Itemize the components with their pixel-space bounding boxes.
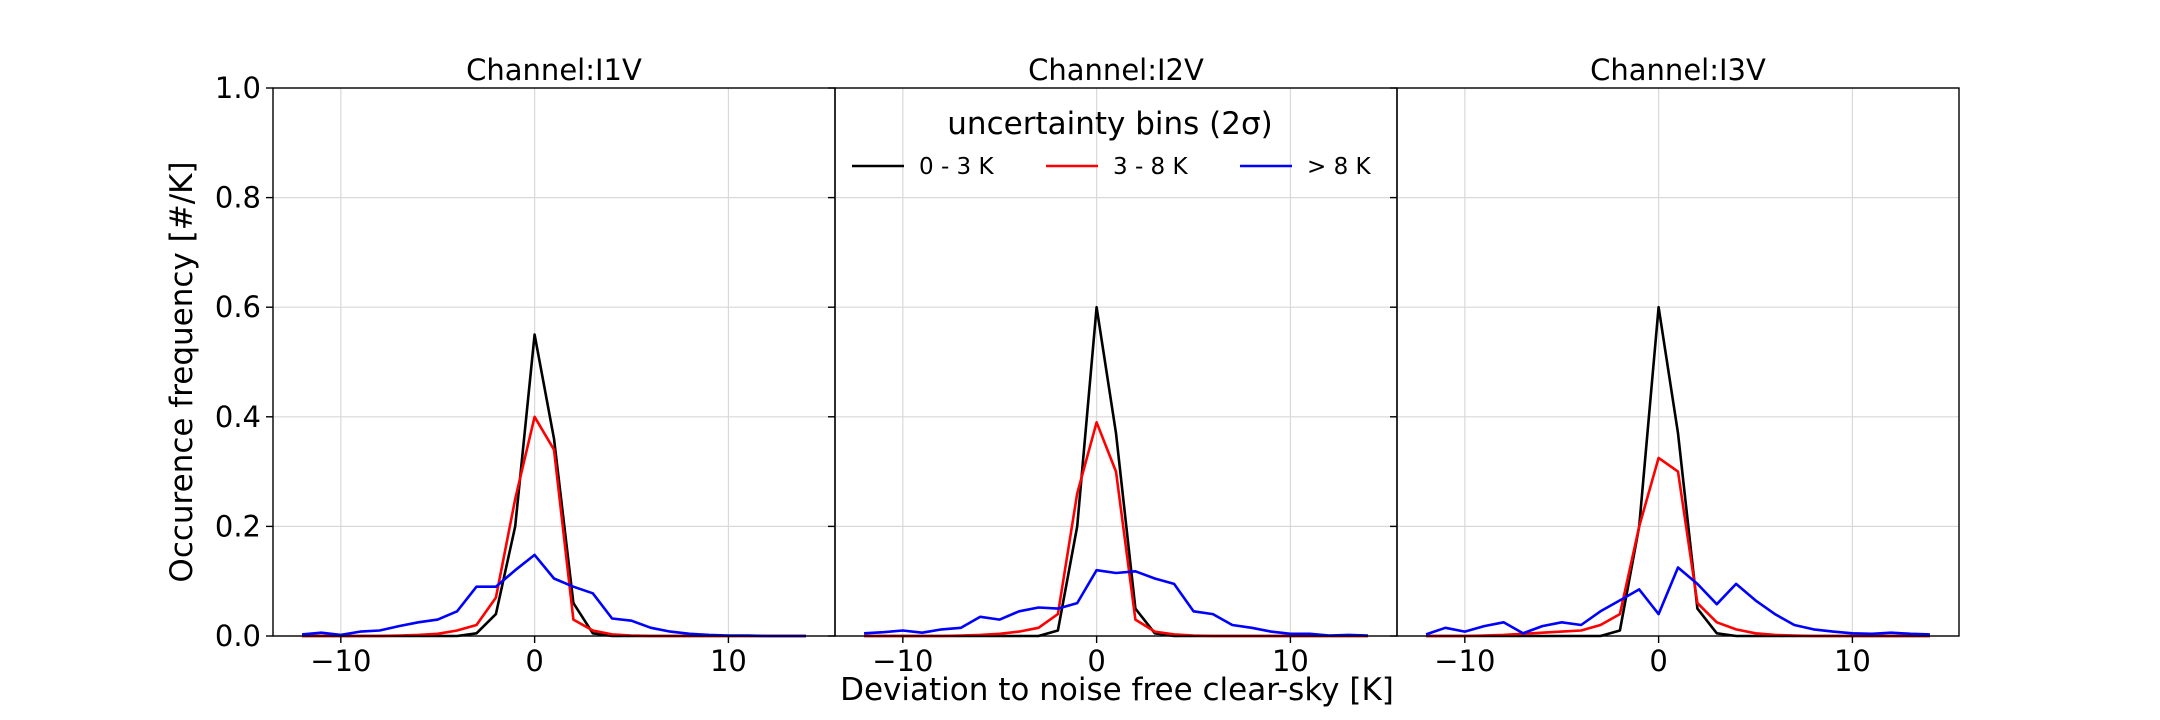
y-tick-label: 0.6 bbox=[215, 290, 261, 324]
x-tick-label: 10 bbox=[1834, 644, 1871, 678]
x-tick-label: 0 bbox=[525, 644, 543, 678]
legend-label: > 8 K bbox=[1307, 154, 1372, 180]
legend-label: 0 - 3 K bbox=[919, 154, 994, 180]
legend-entry-1: 0 - 3 K bbox=[852, 154, 994, 180]
series-line-3 bbox=[864, 568, 1368, 637]
y-axis-label: Occurence frequency [#/K] bbox=[164, 161, 200, 582]
legend-entries: 0 - 3 K 3 - 8 K > 8 K bbox=[852, 154, 1372, 180]
y-tick-label: 0.2 bbox=[215, 509, 261, 543]
legend-label: 3 - 8 K bbox=[1113, 154, 1188, 180]
series-line-1 bbox=[302, 333, 806, 638]
plot-frame bbox=[1396, 87, 1960, 637]
panel-title: Channel:I2V bbox=[1028, 53, 1204, 87]
x-tick-label: 0 bbox=[1087, 644, 1105, 678]
legend-title: uncertainty bins (2σ) bbox=[947, 106, 1272, 142]
x-tick-label: −10 bbox=[310, 644, 371, 678]
legend: uncertainty bins (2σ) 0 - 3 K 3 - 8 K > 8 … bbox=[852, 106, 1372, 180]
x-tick-label: 10 bbox=[710, 644, 747, 678]
y-tick-label: 0.8 bbox=[215, 181, 261, 215]
x-tick-label: 10 bbox=[1272, 644, 1309, 678]
panel-2: −10 0 10 Channel:I2V bbox=[828, 53, 1398, 678]
series-line-2 bbox=[864, 420, 1368, 638]
x-tick-label: −10 bbox=[1434, 644, 1495, 678]
x-tick-label: −10 bbox=[872, 644, 933, 678]
series-line-3 bbox=[301, 553, 806, 638]
x-tick-label: 0 bbox=[1649, 644, 1667, 678]
panel-3: −10 0 10 Channel:I3V bbox=[1390, 53, 1960, 678]
panel-title: Channel:I3V bbox=[1590, 53, 1766, 87]
panel-1: −10 0 10 0.0 0.2 0.4 0.6 0.8 1.0 Channel:I1V bbox=[215, 53, 836, 678]
series-line-2 bbox=[1426, 456, 1930, 638]
plot-frame bbox=[272, 87, 836, 637]
panels: −10 0 10 0.0 0.2 0.4 0.6 0.8 1.0 Channel:I1V −10 0 1… bbox=[215, 53, 1960, 678]
x-axis-label: Deviation to noise free clear-sky [K] bbox=[840, 672, 1394, 708]
legend-entry-3: > 8 K bbox=[1240, 154, 1372, 180]
series-line-3 bbox=[1425, 566, 1930, 636]
y-tick-label: 1.0 bbox=[215, 71, 261, 105]
y-tick-label: 0.4 bbox=[215, 400, 261, 434]
legend-entry-2: 3 - 8 K bbox=[1046, 154, 1188, 180]
panel-title: Channel:I1V bbox=[466, 53, 642, 87]
y-tick-label: 0.0 bbox=[215, 619, 261, 653]
